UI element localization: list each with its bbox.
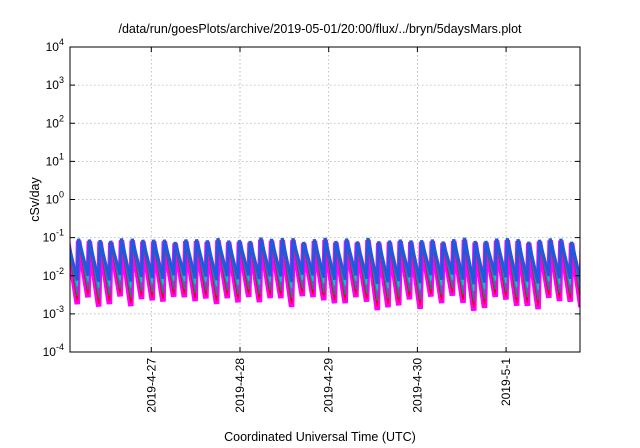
y-tick-label: 100: [46, 190, 64, 207]
grid: [70, 47, 580, 352]
x-tick-label: 2019-4-29: [322, 358, 336, 413]
x-tick-label: 2019-4-28: [233, 358, 247, 413]
x-tick-label: 2019-5-1: [499, 358, 513, 406]
y-tick-label: 10-3: [43, 304, 64, 321]
axes: 10-4 10-3 10-2 10-1 100 101 102 103 104 2019-4-27…: [28, 37, 581, 413]
y-tick-label: 103: [46, 75, 64, 92]
x-axis-label: Coordinated Universal Time (UTC): [224, 430, 416, 444]
plot-frame: [69, 46, 581, 353]
y-tick-label: 10-4: [43, 342, 64, 359]
y-axis-label: cSv/day: [28, 177, 42, 222]
x-tick-label: 2019-4-30: [410, 358, 424, 413]
series-group: [70, 237, 580, 312]
x-tick-label: 2019-4-27: [144, 358, 158, 413]
y-tick-label: 104: [46, 37, 64, 54]
chart-title: /data/run/goesPlots/archive/2019-05-01/2…: [118, 22, 522, 36]
y-tick-label: 10-2: [43, 266, 64, 283]
y-tick-label: 102: [46, 113, 64, 130]
y-tick-label: 101: [46, 151, 64, 168]
y-tick-label: 10-1: [43, 228, 64, 245]
series-line: [70, 237, 580, 285]
